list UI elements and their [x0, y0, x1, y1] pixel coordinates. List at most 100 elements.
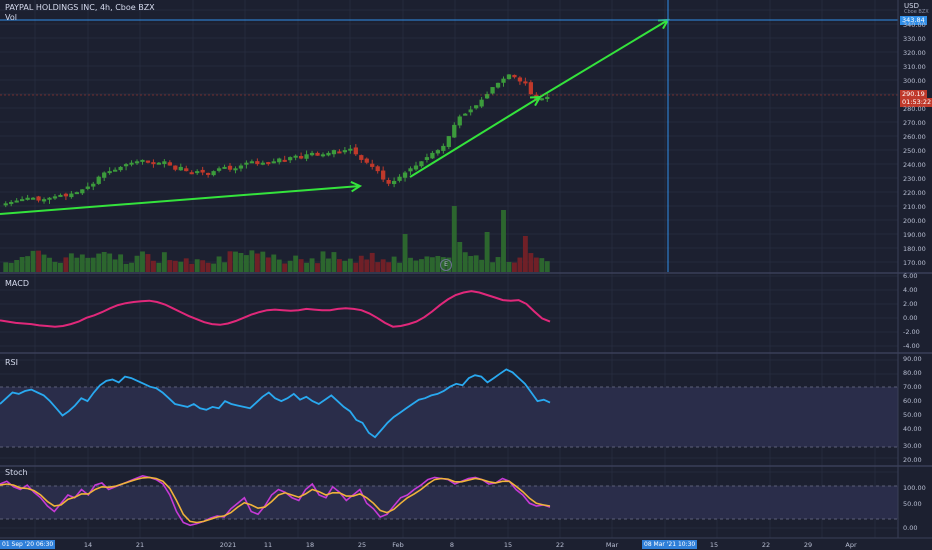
candle [282, 159, 287, 162]
candle [359, 155, 364, 160]
volume-label[interactable]: Vol [5, 13, 17, 22]
candle [58, 194, 63, 197]
volume-bar [3, 262, 9, 272]
candle [348, 148, 353, 151]
stoch-band [0, 486, 898, 519]
time-tick: 2021 [219, 541, 237, 549]
candle [123, 164, 129, 167]
candle [370, 163, 375, 167]
candle [506, 74, 512, 80]
volume-bar [25, 256, 31, 272]
rsi-tick: 30.00 [903, 442, 922, 450]
price-tick: 260.00 [903, 133, 926, 141]
volume-bar [167, 260, 173, 272]
price-tick: 220.00 [903, 189, 926, 197]
volume-bar [14, 260, 20, 272]
volume-bar [451, 206, 457, 272]
price-tick: 330.00 [903, 35, 926, 43]
price-tick: 270.00 [903, 119, 926, 127]
stoch-pane-label[interactable]: Stoch [5, 468, 28, 477]
volume-bar [129, 262, 134, 272]
volume-bar [386, 262, 392, 272]
price-tick: 170.00 [903, 259, 926, 267]
volume-bar [134, 255, 140, 272]
candle [474, 105, 479, 109]
candle [102, 172, 107, 178]
volume-bar [342, 260, 348, 272]
candle [9, 201, 14, 205]
volume-bar [200, 260, 206, 272]
candle [113, 169, 118, 172]
start-date-tag: 01 Sep '20 06:30 [0, 540, 56, 549]
volume-bar [112, 259, 118, 272]
candle [156, 162, 162, 165]
candle [326, 152, 331, 156]
volume-bar [522, 236, 528, 272]
volume-bar [123, 263, 129, 272]
volume-bar [30, 250, 36, 272]
candle [162, 161, 167, 165]
candle [320, 154, 326, 157]
candle [184, 168, 189, 172]
volume-bar [265, 257, 271, 272]
volume-bar [347, 258, 353, 272]
trend-arrows[interactable] [0, 18, 670, 215]
candle [271, 161, 276, 164]
candle [36, 196, 41, 201]
time-tick: Feb [392, 541, 404, 549]
volume-bar [408, 257, 413, 272]
volume-bar [413, 260, 419, 272]
candle [211, 171, 216, 176]
candle [260, 162, 265, 165]
candle [189, 172, 194, 175]
candle [41, 199, 47, 202]
volume-bar [183, 258, 189, 272]
indicator-bands [0, 386, 898, 520]
candle [430, 152, 435, 159]
rsi-pane-label[interactable]: RSI [5, 358, 18, 367]
volume-bar [271, 254, 277, 272]
candle [233, 168, 238, 171]
volume-bar [140, 251, 145, 272]
crosshair [0, 0, 898, 272]
candle [512, 74, 517, 78]
volume-bar [457, 242, 463, 272]
volume-bar [52, 261, 58, 272]
volume-bar [473, 255, 479, 272]
volume-bar [282, 263, 288, 272]
volume-bar [178, 261, 184, 272]
price-tick: 200.00 [903, 217, 926, 225]
volume-bar [380, 259, 386, 272]
volume-bar [233, 251, 238, 272]
volume-bar [506, 261, 512, 272]
volume-bar [63, 257, 69, 272]
volume-bar [402, 234, 408, 272]
time-tick: 14 [83, 541, 93, 549]
price-tick: 250.00 [903, 147, 926, 155]
candle [315, 152, 320, 156]
time-tick: 11 [263, 541, 273, 549]
candle [63, 193, 69, 197]
exchange-sublabel: Cboe BZX [904, 9, 929, 15]
price-tick: 230.00 [903, 175, 926, 183]
earnings-marker-icon[interactable]: E [440, 259, 452, 271]
volume-bar [145, 254, 151, 272]
volume-bar [293, 255, 299, 272]
volume-bar [304, 262, 310, 272]
volume-bar [47, 257, 52, 272]
volume-bar [211, 263, 217, 272]
candle [216, 168, 222, 171]
macd-tick: 0.00 [903, 314, 918, 322]
volume-bar [320, 251, 326, 272]
volume-bar [539, 258, 545, 272]
candle [441, 145, 446, 151]
rsi-band [0, 387, 898, 447]
volume-bar [309, 258, 315, 272]
macd-pane-label[interactable]: MACD [5, 279, 29, 288]
volume-bar [484, 232, 490, 272]
volume-bar [429, 257, 435, 272]
volume-bar [336, 259, 342, 272]
symbol-title[interactable]: PAYPAL HOLDINGS INC, 4h, Cboe BZX [5, 3, 155, 12]
